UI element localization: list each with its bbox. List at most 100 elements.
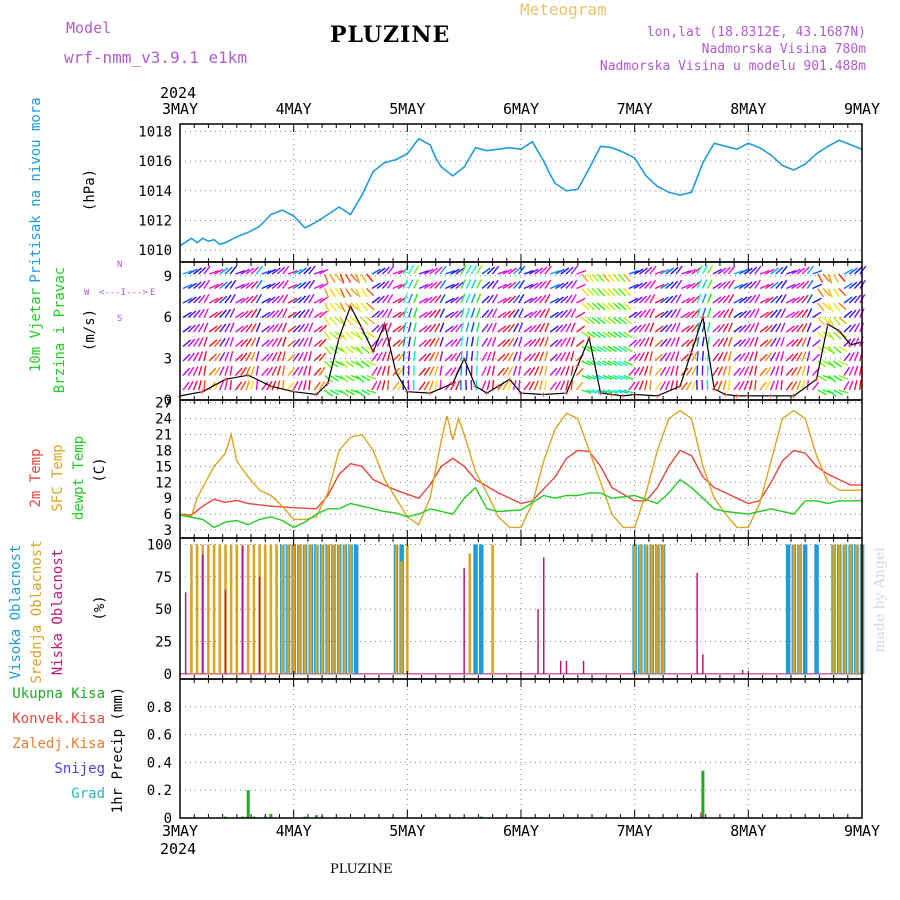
wind-arrow	[544, 380, 547, 391]
wind-arrow	[376, 366, 383, 376]
wind-arrow	[271, 380, 277, 391]
wind-arrow	[618, 345, 628, 353]
wind-arrow	[507, 295, 516, 304]
wind-arrow	[848, 380, 854, 391]
wind-arrow	[675, 365, 679, 376]
wind-arrow	[261, 381, 269, 391]
wind-arrow	[329, 389, 340, 396]
wind-arrow	[187, 338, 196, 347]
wind-arrow	[491, 380, 495, 391]
wind-arrow	[339, 317, 347, 327]
wind-arrow	[470, 336, 474, 347]
precip-total-bar	[314, 815, 318, 818]
wind-arrow	[235, 283, 245, 290]
wind-arrow	[392, 325, 402, 333]
wind-arrow	[345, 389, 355, 396]
wind-arrow	[759, 367, 768, 376]
wind-arrow	[255, 380, 259, 391]
wind-arrow	[817, 331, 826, 340]
wind-arrow	[334, 288, 343, 297]
wind-arrow	[276, 337, 283, 347]
wind-arrow	[706, 307, 712, 318]
wind-arrow	[371, 296, 381, 304]
wind-arrow	[848, 267, 858, 275]
wind-arrow	[575, 367, 584, 376]
wind-arrow	[727, 322, 733, 333]
wind-arrow	[549, 353, 558, 362]
wind-arrow	[848, 366, 855, 376]
wind-arrow	[423, 366, 431, 376]
wind-arrow	[444, 297, 455, 304]
wind-arrow	[303, 365, 308, 376]
cloud-low-bar	[202, 554, 204, 674]
wind-arrow	[549, 367, 558, 376]
cloud-mid-bar	[292, 544, 295, 674]
cloud-low-bar	[463, 567, 465, 674]
wind-arrow	[596, 273, 605, 283]
wind-arrow	[276, 266, 286, 275]
wind-arrow	[659, 296, 669, 304]
wind-arrow	[224, 294, 232, 304]
wind-arrow	[413, 336, 417, 347]
wind-arrow	[628, 269, 639, 275]
wind-arrow	[345, 317, 353, 326]
cloud-mid-bar	[207, 544, 210, 674]
wind-arrow	[628, 381, 636, 391]
wind-arrow	[833, 389, 843, 396]
wind-arrow	[460, 279, 467, 289]
wind-arrow	[623, 273, 631, 283]
wind-arrow	[214, 296, 224, 304]
wind-arrow	[565, 266, 574, 275]
wind-arrow	[817, 345, 826, 354]
wind-arrow	[764, 268, 775, 275]
wind-arrow	[407, 279, 414, 289]
wind-arrow	[733, 353, 742, 362]
wind-arrow	[292, 366, 300, 376]
wind-arrow	[754, 351, 758, 362]
wind-arrow	[738, 282, 748, 290]
wind-ylabel-1: 10m Vjetar	[28, 287, 44, 373]
wind-arrow	[282, 365, 286, 376]
wind-arrow	[450, 324, 459, 333]
wind-arrow	[502, 324, 511, 333]
wind-arrow	[775, 280, 784, 289]
wind-arrow	[665, 281, 674, 290]
wind-arrow	[476, 307, 481, 318]
wind-arrow	[192, 351, 200, 362]
wind-arrow	[203, 265, 211, 275]
wind-arrow	[192, 337, 200, 347]
wind-arrow	[271, 309, 280, 318]
wind-arrow	[523, 367, 532, 376]
y-tick-label: 1018	[138, 124, 172, 140]
wind-arrow	[250, 365, 255, 376]
wind-arrow	[833, 331, 842, 340]
wind-arrow	[428, 380, 434, 391]
wind-arrow	[780, 293, 787, 304]
wind-arrow	[198, 280, 206, 289]
wind-arrow	[381, 266, 390, 275]
wind-arrow	[219, 337, 226, 347]
wind-arrow	[407, 336, 411, 347]
wind-arrow	[192, 380, 198, 391]
wind-arrow	[607, 288, 616, 297]
dewpt-label: dewpt Temp	[71, 435, 87, 521]
wind-arrow	[476, 293, 482, 304]
wind-arrow	[292, 338, 301, 347]
wind-arrow	[785, 311, 796, 319]
wind-arrow	[801, 294, 809, 304]
wind-arrow	[439, 322, 445, 333]
model-label: Model	[66, 19, 112, 37]
wind-arrow	[623, 316, 633, 325]
wind-arrow	[282, 380, 285, 391]
wind-arrow	[371, 310, 380, 319]
cloud-mid-bar	[309, 544, 312, 674]
wind-arrow	[659, 324, 669, 333]
cloud-mid-label: Srednja Oblacnost	[29, 540, 45, 684]
wind-arrow	[445, 283, 455, 290]
wind-arrow	[287, 311, 297, 319]
wind-arrow	[465, 279, 472, 289]
wind-arrow	[838, 273, 846, 283]
wind-arrow	[670, 337, 676, 347]
wind-arrow	[717, 309, 726, 318]
cloud-high-bar	[785, 544, 791, 674]
